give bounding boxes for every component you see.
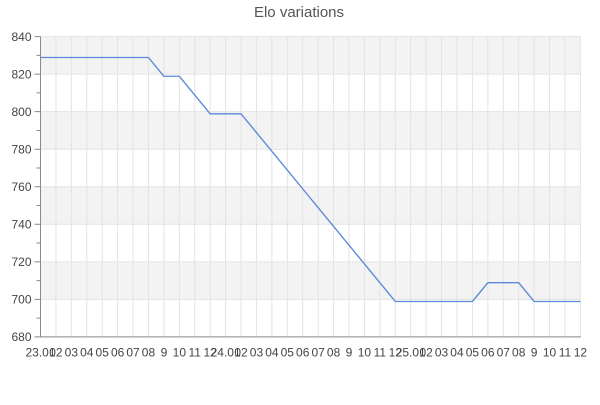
svg-text:07: 07 (126, 346, 140, 360)
svg-text:08: 08 (142, 346, 156, 360)
svg-text:07: 07 (311, 346, 325, 360)
svg-text:04: 04 (80, 346, 94, 360)
svg-text:03: 03 (435, 346, 449, 360)
svg-text:08: 08 (512, 346, 526, 360)
svg-text:720: 720 (11, 255, 31, 269)
svg-text:08: 08 (327, 346, 341, 360)
svg-text:700: 700 (11, 293, 31, 307)
svg-text:05: 05 (96, 346, 110, 360)
svg-text:680: 680 (11, 330, 31, 344)
svg-text:05: 05 (281, 346, 295, 360)
svg-text:02: 02 (419, 346, 433, 360)
svg-text:10: 10 (173, 346, 187, 360)
svg-text:740: 740 (11, 217, 31, 231)
svg-text:11: 11 (374, 346, 387, 360)
svg-text:840: 840 (11, 30, 31, 44)
svg-text:10: 10 (543, 346, 557, 360)
svg-text:03: 03 (65, 346, 79, 360)
svg-text:780: 780 (11, 142, 31, 156)
svg-text:9: 9 (161, 346, 168, 360)
svg-text:24.01: 24.01 (211, 346, 241, 360)
svg-text:12: 12 (389, 346, 403, 360)
svg-text:03: 03 (250, 346, 264, 360)
svg-text:9: 9 (346, 346, 353, 360)
svg-text:04: 04 (265, 346, 279, 360)
svg-text:23.01: 23.01 (25, 346, 55, 360)
svg-text:25.01: 25.01 (396, 346, 426, 360)
svg-text:12: 12 (574, 346, 588, 360)
svg-text:820: 820 (11, 67, 31, 81)
svg-text:02: 02 (234, 346, 248, 360)
svg-text:11: 11 (559, 346, 572, 360)
svg-text:06: 06 (481, 346, 495, 360)
svg-text:10: 10 (358, 346, 372, 360)
svg-text:760: 760 (11, 180, 31, 194)
svg-text:12: 12 (204, 346, 218, 360)
svg-text:Elo variations: Elo variations (254, 4, 344, 21)
svg-text:9: 9 (531, 346, 538, 360)
svg-text:800: 800 (11, 105, 31, 119)
svg-text:06: 06 (111, 346, 125, 360)
svg-text:02: 02 (49, 346, 63, 360)
svg-text:07: 07 (497, 346, 511, 360)
svg-text:11: 11 (189, 346, 202, 360)
svg-text:06: 06 (296, 346, 310, 360)
svg-text:05: 05 (466, 346, 480, 360)
svg-text:04: 04 (450, 346, 464, 360)
